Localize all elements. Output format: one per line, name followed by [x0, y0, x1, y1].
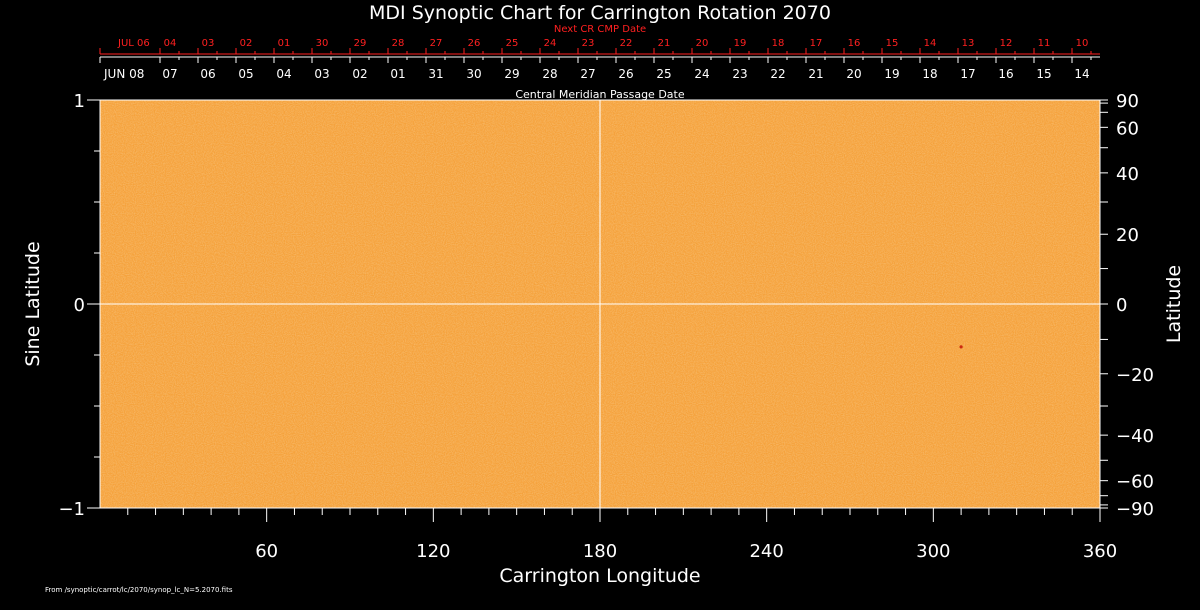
cmp-date-label: 04 [276, 67, 291, 81]
cmp-date-label: 01 [390, 67, 405, 81]
x-tick-label: 120 [416, 541, 450, 562]
next-cr-axis: JUL 06 04 03 02 01 30 29 28 27 26 25 24 23 22 21 20 19 18… [99, 38, 1100, 55]
next-cr-label: 23 [582, 38, 595, 49]
next-cr-label: 26 [468, 38, 481, 49]
next-cr-label: 24 [544, 38, 557, 49]
next-cr-label: 21 [658, 38, 671, 49]
next-cr-label: 29 [354, 38, 367, 49]
x-axis: 60 120 180 240 300 360 [127, 508, 1117, 562]
next-cr-label: 27 [430, 38, 443, 49]
crosshair [100, 100, 1100, 508]
cmp-date-label: 21 [808, 67, 823, 81]
y-axis-right: 90 60 40 20 0 −20 −40 −60 −90 [1100, 91, 1154, 520]
x-tick-label: 360 [1083, 541, 1117, 562]
next-cr-label: 30 [316, 38, 329, 49]
cmp-date-label: JUN 08 [103, 67, 144, 81]
next-cr-label: 28 [392, 38, 405, 49]
cmp-date-label: 02 [352, 67, 367, 81]
cmp-date-label: 25 [656, 67, 671, 81]
source-footer: From /synoptic/carrot/lc/2070/synop_lc_N… [45, 586, 233, 594]
x-tick-label: 240 [749, 541, 783, 562]
cmp-date-axis: JUN 08 07 06 05 04 03 02 01 31 30 29 28 27 26 25 24 23 22… [99, 56, 1100, 81]
y-right-tick-label: 60 [1116, 118, 1139, 139]
cmp-date-label: 14 [1074, 67, 1089, 81]
next-cr-label: 17 [810, 38, 823, 49]
next-cr-label: 22 [620, 38, 633, 49]
y-right-tick-label: 20 [1116, 225, 1139, 246]
next-cr-label: 14 [924, 38, 937, 49]
y-right-tick-label: −60 [1116, 472, 1154, 493]
next-cr-label: 20 [696, 38, 709, 49]
next-cr-label: 18 [772, 38, 785, 49]
y-right-tick-label: −20 [1116, 365, 1154, 386]
cmp-date-label: 19 [884, 67, 899, 81]
next-cr-label: 11 [1038, 38, 1051, 49]
y-left-tick-label: 1 [74, 91, 85, 112]
next-cr-title: Next CR CMP Date [554, 24, 646, 35]
y-axis-left-label: Sine Latitude [22, 241, 44, 366]
next-cr-label: 19 [734, 38, 747, 49]
y-right-tick-label: −40 [1116, 426, 1154, 447]
top-axis-title: Central Meridian Passage Date [515, 88, 684, 101]
spot-mark [959, 345, 963, 349]
y-right-tick-label: 90 [1116, 91, 1139, 112]
cmp-date-label: 16 [998, 67, 1013, 81]
next-cr-label: 13 [962, 38, 975, 49]
cmp-date-label: 26 [618, 67, 633, 81]
next-cr-label: 25 [506, 38, 519, 49]
next-cr-label: 10 [1076, 38, 1089, 49]
next-cr-label: 01 [278, 38, 291, 49]
next-cr-label: 15 [886, 38, 899, 49]
y-right-tick-label: 40 [1116, 164, 1139, 185]
cmp-date-label: 30 [466, 67, 481, 81]
y-right-tick-label: 0 [1116, 295, 1127, 316]
next-cr-label: JUL 06 [117, 38, 150, 49]
cmp-date-label: 23 [732, 67, 747, 81]
cmp-date-label: 28 [542, 67, 557, 81]
chart-title: MDI Synoptic Chart for Carrington Rotati… [369, 2, 831, 24]
x-tick-label: 180 [583, 541, 617, 562]
cmp-date-label: 31 [428, 67, 443, 81]
cmp-date-label: 27 [580, 67, 595, 81]
y-axis-left: −1 0 1 [58, 91, 100, 520]
cmp-date-label: 17 [960, 67, 975, 81]
y-left-tick-label: 0 [74, 295, 85, 316]
y-axis-right-label: Latitude [1163, 265, 1185, 343]
cmp-date-label: 24 [694, 67, 709, 81]
x-axis-label: Carrington Longitude [499, 565, 700, 587]
next-cr-label: 16 [848, 38, 861, 49]
cmp-date-label: 20 [846, 67, 861, 81]
cmp-date-label: 06 [200, 67, 215, 81]
next-cr-label: 04 [164, 38, 177, 49]
cmp-date-label: 03 [314, 67, 329, 81]
cmp-date-label: 22 [770, 67, 785, 81]
next-cr-label: 12 [1000, 38, 1013, 49]
cmp-date-label: 29 [504, 67, 519, 81]
cmp-date-label: 15 [1036, 67, 1051, 81]
x-tick-label: 60 [255, 541, 278, 562]
next-cr-label: 03 [202, 38, 215, 49]
y-right-tick-label: −90 [1116, 499, 1154, 520]
next-cr-label: 02 [240, 38, 253, 49]
cmp-date-label: 18 [922, 67, 937, 81]
x-tick-label: 300 [916, 541, 950, 562]
active-regions [959, 345, 963, 349]
cmp-date-label: 07 [162, 67, 177, 81]
cmp-date-label: 05 [238, 67, 253, 81]
y-left-tick-label: −1 [58, 499, 85, 520]
